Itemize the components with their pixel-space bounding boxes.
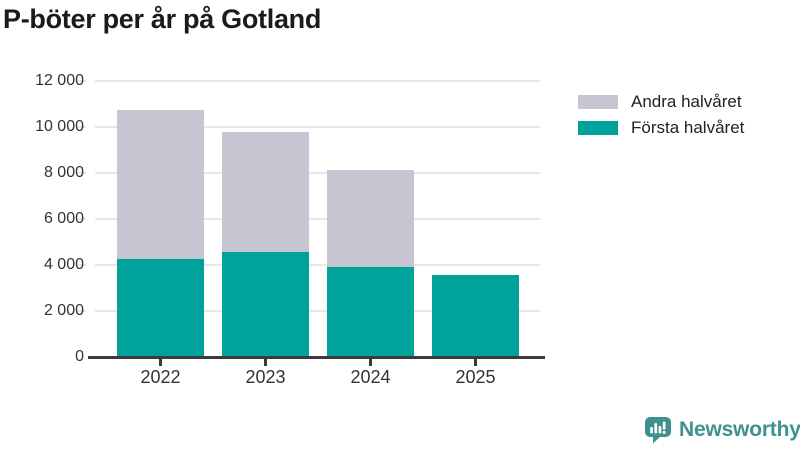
chart-title: P-böter per år på Gotland bbox=[3, 4, 322, 34]
y-axis-tick-label: 2 000 bbox=[43, 302, 84, 319]
x-axis-tick-label: 2025 bbox=[455, 367, 496, 387]
bar-segment-andra-halvaret bbox=[117, 110, 204, 260]
x-axis-tick-label: 2024 bbox=[350, 367, 391, 387]
y-axis-tick bbox=[78, 80, 86, 82]
y-axis-tick bbox=[78, 218, 86, 220]
bar-segment-andra-halvaret bbox=[222, 131, 309, 253]
y-axis-tick-label: 4 000 bbox=[43, 256, 84, 273]
gridline bbox=[95, 264, 540, 266]
x-axis-tick-label: 2022 bbox=[140, 367, 181, 387]
newsworthy-logo-text: Newsworthy bbox=[679, 418, 800, 441]
legend: Andra halvåret Första halvåret bbox=[578, 92, 745, 146]
legend-label: Andra halvåret bbox=[631, 92, 742, 111]
legend-item: Andra halvåret bbox=[578, 92, 744, 111]
bar-segment-forsta-halvaret bbox=[432, 275, 519, 357]
y-axis-tick-label: 8 000 bbox=[43, 164, 84, 181]
gridline bbox=[95, 172, 540, 174]
x-axis-tick bbox=[474, 359, 477, 366]
legend-swatch bbox=[578, 121, 618, 135]
x-axis-tick-label: 2023 bbox=[245, 367, 286, 387]
y-axis-tick bbox=[78, 172, 86, 174]
bar-segment-forsta-halvaret bbox=[222, 252, 309, 357]
gridline bbox=[95, 126, 540, 128]
x-axis-tick bbox=[369, 359, 372, 366]
y-axis-tick-label: 0 bbox=[75, 348, 84, 365]
bar-segment-forsta-halvaret bbox=[327, 266, 414, 357]
x-axis-tick bbox=[264, 359, 267, 366]
bar-segment-forsta-halvaret bbox=[117, 259, 204, 357]
newsworthy-logo[interactable]: Newsworthy bbox=[644, 416, 800, 444]
x-axis-line bbox=[88, 356, 545, 359]
y-axis-tick bbox=[78, 310, 86, 312]
legend-item: Första halvåret bbox=[578, 118, 745, 137]
y-axis-tick bbox=[78, 264, 86, 266]
y-axis-tick-label: 10 000 bbox=[35, 118, 84, 135]
y-axis-tick-label: 6 000 bbox=[43, 210, 84, 227]
y-axis-tick bbox=[78, 126, 86, 128]
newsworthy-chart-bubble-icon bbox=[644, 416, 672, 444]
y-axis-tick-label: 12 000 bbox=[35, 72, 84, 89]
gridline bbox=[95, 218, 540, 220]
x-axis-tick bbox=[159, 359, 162, 366]
legend-swatch bbox=[578, 95, 618, 109]
legend-label: Första halvåret bbox=[631, 118, 745, 137]
gridline bbox=[95, 80, 540, 82]
bar-segment-andra-halvaret bbox=[327, 170, 414, 267]
gridline bbox=[95, 310, 540, 312]
